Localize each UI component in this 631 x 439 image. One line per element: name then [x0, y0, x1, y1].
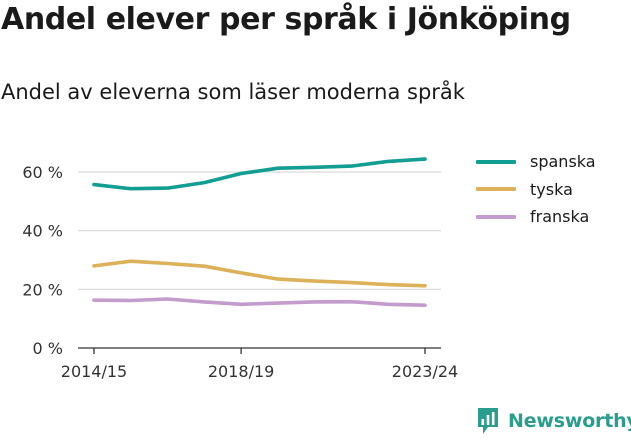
newsworthy-chart-logo-icon: [478, 408, 498, 434]
legend-item-tyska: tyska: [476, 176, 596, 204]
chart-subtitle: Andel av eleverna som läser moderna språ…: [1, 80, 465, 104]
y-tick-label: 40 %: [22, 222, 63, 241]
newsworthy-brand: Newsworthy: [476, 407, 631, 435]
chart-legend: spanska tyska franska: [476, 148, 596, 231]
y-tick-label: 60 %: [22, 163, 63, 182]
series-line-spanska: [92, 157, 427, 191]
legend-swatch: [476, 187, 516, 192]
x-tick-label: 2018/19: [208, 362, 274, 381]
legend-label: spanska: [530, 152, 596, 172]
legend-label: tyska: [530, 179, 573, 199]
brand-name: Newsworthy: [508, 410, 631, 432]
legend-swatch: [476, 159, 516, 164]
chart-title: Andel elever per språk i Jönköping: [1, 2, 571, 37]
legend-label: franska: [530, 207, 590, 227]
x-tick-label: 2014/15: [61, 362, 127, 381]
series-line-franska: [92, 297, 427, 308]
legend-item-franska: franska: [476, 203, 596, 231]
y-tick-label: 0 %: [33, 339, 63, 358]
legend-item-spanska: spanska: [476, 148, 596, 176]
y-tick-label: 20 %: [22, 280, 63, 299]
legend-swatch: [476, 214, 516, 219]
series-line-tyska: [92, 259, 427, 288]
x-tick-label: 2023/24: [392, 362, 458, 381]
